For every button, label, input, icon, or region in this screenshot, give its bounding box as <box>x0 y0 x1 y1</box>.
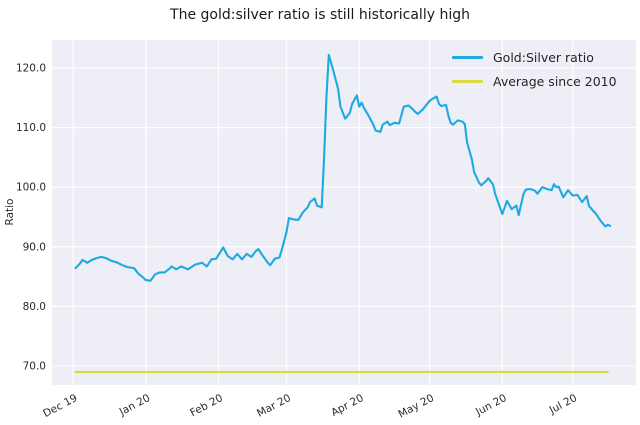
x-tick-label: Jun 20 <box>473 392 509 419</box>
legend: Gold:Silver ratio Average since 2010 <box>452 49 617 90</box>
ratio-line-swatch-icon <box>452 56 483 59</box>
y-tick-label: 80.0 <box>23 301 46 313</box>
x-tick-label: Feb 20 <box>188 392 225 419</box>
legend-item-average: Average since 2010 <box>452 73 617 90</box>
y-tick-label: 120.0 <box>16 63 46 75</box>
y-tick-label: 100.0 <box>16 182 46 194</box>
gold-silver-ratio-line <box>74 53 612 282</box>
legend-label-average: Average since 2010 <box>493 74 617 89</box>
x-tick-label: Jul 20 <box>547 392 579 417</box>
x-tick-label: Jan 20 <box>117 392 153 419</box>
y-tick-label: 90.0 <box>23 241 46 253</box>
x-tick-label: Dec 19 <box>41 392 79 420</box>
y-tick-label: 70.0 <box>23 360 46 372</box>
x-tick-label: Apr 20 <box>329 392 365 419</box>
average-line-swatch-icon <box>452 80 483 83</box>
y-tick-label: 110.0 <box>16 122 46 134</box>
legend-label-ratio: Gold:Silver ratio <box>493 50 594 65</box>
chart-title: The gold:silver ratio is still historica… <box>170 7 470 23</box>
x-tick-label: Mar 20 <box>255 392 293 420</box>
x-tick-label: May 20 <box>396 392 436 421</box>
plot-background <box>52 40 636 385</box>
legend-item-ratio: Gold:Silver ratio <box>452 49 617 66</box>
